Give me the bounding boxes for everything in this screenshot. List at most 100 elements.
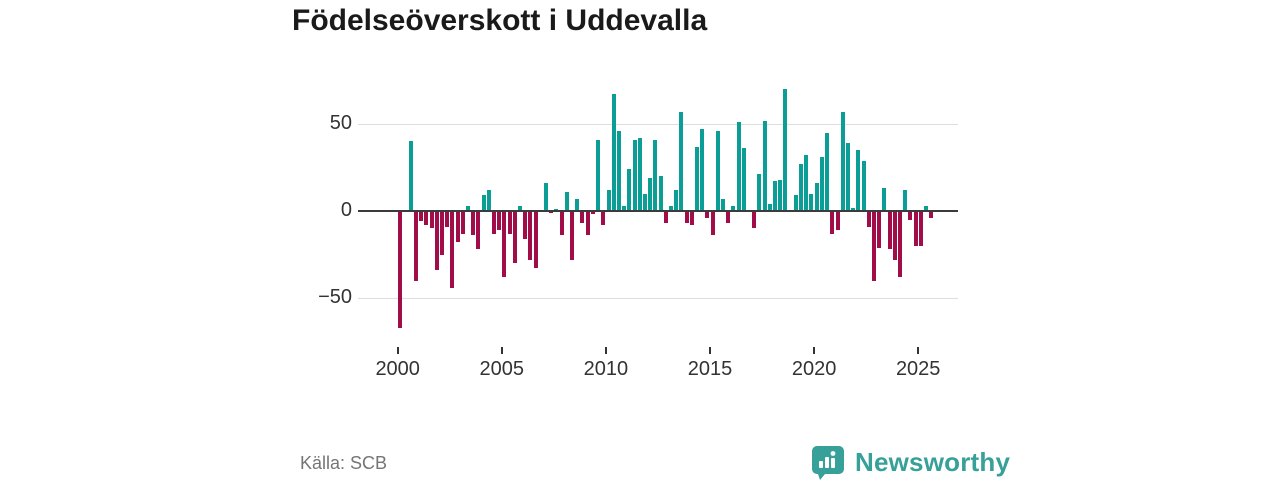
bar <box>773 181 778 211</box>
bar <box>455 211 460 243</box>
bar <box>429 211 434 229</box>
bar <box>434 211 439 271</box>
bar <box>575 198 580 211</box>
bar <box>528 211 533 260</box>
bar <box>897 211 902 278</box>
bar <box>757 174 762 211</box>
bar <box>413 211 418 281</box>
bar <box>648 177 653 211</box>
x-axis-label: 2015 <box>687 358 733 380</box>
bar <box>793 195 798 211</box>
bar <box>653 139 658 211</box>
bar <box>668 205 673 211</box>
bar <box>851 207 856 211</box>
bar <box>752 211 757 229</box>
newsworthy-logo-icon <box>810 444 846 480</box>
bar <box>596 139 601 211</box>
x-tick <box>709 347 711 354</box>
bar <box>445 211 450 227</box>
bar <box>830 211 835 234</box>
bar <box>627 169 632 211</box>
bar <box>694 146 699 211</box>
gridline <box>358 297 958 299</box>
bar <box>491 211 496 234</box>
x-axis-label: 2000 <box>375 358 420 380</box>
bar <box>767 204 772 211</box>
bar <box>486 190 491 211</box>
bar <box>741 148 746 211</box>
bar <box>924 205 928 211</box>
bar <box>512 211 517 264</box>
bar <box>783 89 788 211</box>
bar <box>825 132 830 211</box>
bar <box>736 122 741 211</box>
bar <box>439 211 444 255</box>
bar <box>632 139 637 211</box>
bar <box>507 211 512 234</box>
bar <box>877 211 882 248</box>
bar <box>616 130 621 211</box>
bar <box>762 120 767 211</box>
x-axis-label: 2010 <box>583 358 629 380</box>
bar <box>913 211 918 246</box>
bar <box>679 111 684 211</box>
bar <box>804 155 809 211</box>
x-tick <box>500 347 503 354</box>
newsworthy-wordmark: Newsworthy <box>855 446 1011 477</box>
bar <box>622 205 627 211</box>
bar <box>809 193 814 211</box>
source-label: Källa: SCB <box>300 453 388 473</box>
bar <box>544 183 549 211</box>
bar <box>398 211 403 328</box>
bar <box>590 211 595 215</box>
zero-axis-line <box>358 210 958 212</box>
bar <box>523 211 528 239</box>
bar <box>450 211 455 288</box>
bar <box>585 211 590 236</box>
bar <box>840 111 845 211</box>
bar <box>710 211 715 236</box>
bar <box>721 198 725 211</box>
bar <box>845 143 850 211</box>
bar <box>637 137 642 211</box>
bar <box>903 190 908 211</box>
bar <box>908 211 913 220</box>
bar <box>882 188 887 211</box>
bar <box>611 94 616 211</box>
newsworthy-logo: Newsworthy <box>810 443 1010 480</box>
bar <box>684 211 689 224</box>
bar <box>705 211 710 218</box>
bar <box>778 179 783 211</box>
bar <box>918 211 923 246</box>
bar <box>502 211 507 278</box>
y-axis-label: −50 <box>318 286 352 308</box>
bar <box>726 211 731 224</box>
bar <box>715 130 720 211</box>
bar <box>408 141 413 211</box>
x-axis-label: 2020 <box>791 358 837 380</box>
bar <box>814 183 819 211</box>
bar <box>471 211 476 236</box>
bar <box>700 129 705 211</box>
bar <box>419 211 424 222</box>
bar <box>658 176 663 211</box>
bar <box>663 211 668 224</box>
bar <box>819 157 824 211</box>
bar <box>570 211 575 260</box>
gridline <box>358 123 958 125</box>
bar <box>424 211 429 225</box>
bar <box>465 205 470 211</box>
bar <box>892 211 897 260</box>
x-tick <box>917 347 920 354</box>
bar <box>887 211 892 250</box>
bar <box>497 211 502 231</box>
bar <box>518 205 523 211</box>
x-axis-label: 2025 <box>895 358 941 380</box>
bar <box>476 211 481 250</box>
bar <box>481 195 486 211</box>
x-tick <box>813 347 816 354</box>
bar <box>866 211 871 227</box>
chart-title: Födelseöverskott i Uddevalla <box>292 4 708 37</box>
